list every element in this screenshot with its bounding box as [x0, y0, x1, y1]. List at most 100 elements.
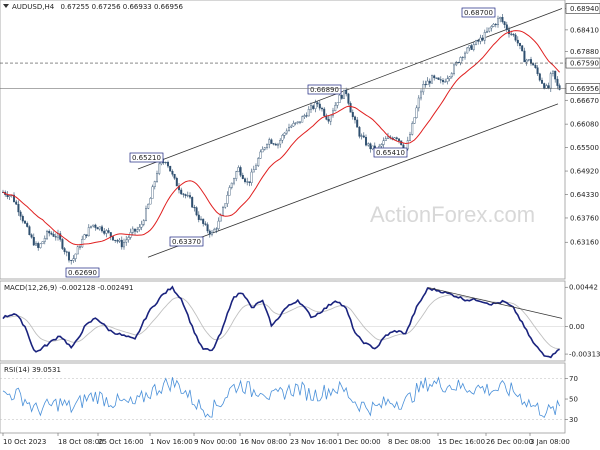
candle: [420, 89, 423, 101]
candle: [413, 117, 416, 124]
candle-body: [37, 242, 40, 248]
rsi-axis: 70 50 30: [565, 375, 578, 424]
time-tick-label: 15 Dec 16:00: [438, 438, 485, 446]
candle-body: [483, 31, 486, 41]
candle-body: [279, 140, 282, 145]
candle-body: [241, 175, 244, 179]
candle-body: [70, 259, 73, 261]
candle: [450, 72, 453, 79]
candle-body: [39, 243, 42, 248]
candle: [371, 145, 374, 151]
candle-body: [217, 220, 220, 229]
price-tick-label: 0.64920: [570, 168, 599, 176]
candle-body: [299, 121, 302, 123]
candle: [483, 29, 486, 45]
candle: [283, 132, 286, 139]
candle-body: [52, 234, 55, 237]
candle: [217, 217, 220, 231]
candle: [15, 199, 18, 205]
candle: [556, 76, 559, 90]
ma-line: [2, 30, 560, 246]
candle-body: [72, 258, 75, 261]
candle: [131, 226, 134, 236]
candle: [554, 70, 557, 83]
candle-body: [525, 59, 528, 63]
candle-body: [307, 109, 310, 117]
candle-body: [439, 79, 442, 81]
candle: [230, 182, 233, 190]
candle: [310, 102, 313, 114]
candle-body: [250, 171, 253, 183]
candle-body: [257, 158, 260, 167]
candle-body: [103, 230, 106, 234]
candle: [46, 229, 49, 241]
dropdown-triangle-icon[interactable]: [3, 4, 9, 8]
candle: [477, 38, 480, 45]
candle: [12, 192, 15, 203]
candle: [107, 227, 110, 234]
rsi-line: [2, 376, 560, 419]
candle: [61, 238, 64, 250]
candle-body: [444, 81, 447, 83]
candle: [67, 250, 70, 263]
candle-body: [395, 137, 398, 139]
candle: [323, 107, 326, 118]
candle: [213, 227, 216, 233]
candle: [193, 204, 196, 212]
rsi-tick-label: 50: [569, 396, 578, 404]
candle-body: [314, 102, 317, 109]
candle: [199, 216, 202, 221]
candle: [543, 82, 546, 90]
candle: [103, 227, 106, 236]
macd-line: [2, 285, 560, 359]
candle: [204, 221, 207, 226]
candle-body: [87, 227, 90, 237]
candle: [490, 25, 493, 32]
candle: [138, 224, 141, 232]
price-annotation: 0.68700: [461, 7, 496, 18]
candle-body: [464, 52, 467, 58]
candle: [254, 163, 257, 170]
candle-body: [118, 239, 121, 242]
candle-body: [50, 232, 53, 235]
candle-body: [384, 138, 387, 141]
candle: [301, 115, 304, 123]
candle: [191, 196, 194, 208]
candle: [303, 113, 306, 119]
candle-body: [202, 218, 205, 224]
candle: [37, 241, 40, 251]
candle-body: [554, 70, 557, 80]
candle-body: [243, 178, 246, 183]
candle-body: [468, 45, 471, 49]
candle-body: [155, 173, 158, 182]
candle: [228, 185, 231, 196]
candle: [424, 80, 427, 88]
candle-body: [446, 78, 449, 82]
candle-body: [292, 123, 295, 127]
annotation-text: 0.66890: [310, 86, 339, 94]
annotation-box: [129, 152, 164, 163]
candle: [318, 100, 321, 111]
candle: [76, 245, 79, 255]
candle-body: [354, 116, 357, 121]
macd-tick-label: 0.00442: [569, 284, 598, 292]
candle-body: [497, 18, 500, 25]
time-tick-label: 23 Nov 16:00: [290, 438, 337, 446]
candle-body: [303, 115, 306, 117]
candle-body: [116, 240, 119, 242]
candle-body: [193, 207, 196, 209]
candle-body: [173, 174, 176, 179]
candle: [292, 120, 295, 127]
candle: [111, 236, 114, 241]
symbol-label: AUDUSD,H4 0.67255 0.67256 0.66933 0.6695…: [12, 3, 183, 11]
candle-body: [133, 228, 136, 232]
candle-body: [369, 143, 372, 150]
candle-body: [455, 62, 458, 66]
candle: [299, 121, 302, 125]
candle-body: [393, 137, 396, 140]
candle: [133, 228, 136, 236]
candle: [125, 235, 128, 246]
candle: [21, 214, 24, 224]
candle-body: [164, 162, 167, 164]
candle-body: [351, 112, 354, 118]
